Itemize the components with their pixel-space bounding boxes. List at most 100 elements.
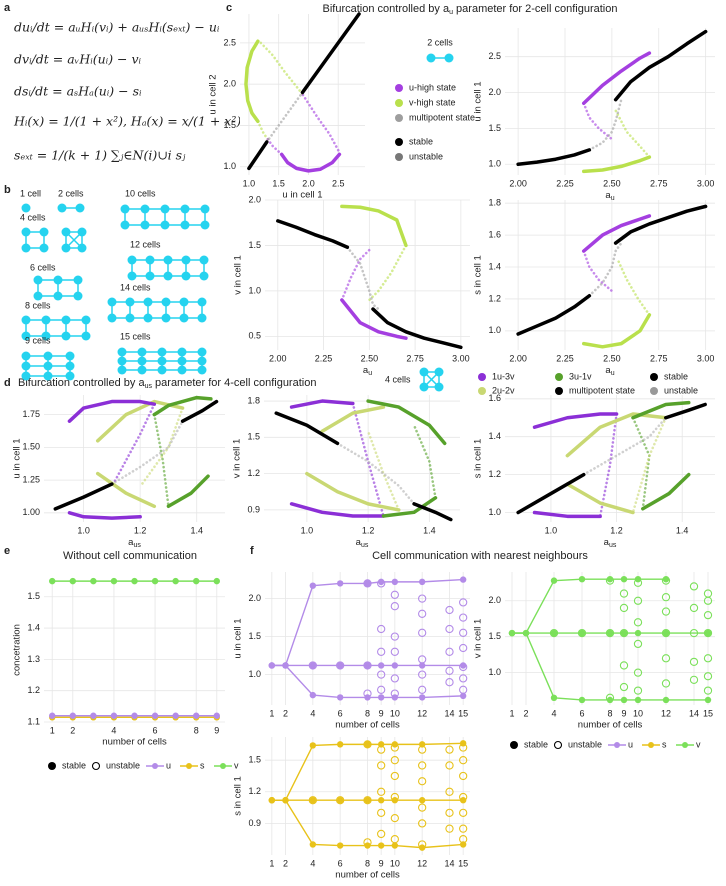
x-axis-label: aus xyxy=(356,537,369,550)
y-tick-label: 1.00 xyxy=(22,507,40,517)
legend-swatch xyxy=(186,763,192,769)
unstable-branch xyxy=(300,91,340,152)
stable-point xyxy=(391,842,399,849)
x-tick-label: 2.25 xyxy=(556,178,574,188)
x-tick-label: 1.2 xyxy=(362,525,375,535)
stable-point xyxy=(459,797,467,804)
cell-network xyxy=(61,227,87,253)
unstable-point xyxy=(459,756,468,765)
x-tick-label: 2.25 xyxy=(556,353,574,363)
unstable-branch xyxy=(110,419,184,486)
unstable-point xyxy=(390,756,399,765)
unstable-point xyxy=(418,761,427,770)
legend-label: s xyxy=(200,760,205,770)
unstable-point xyxy=(689,657,699,667)
stable-point xyxy=(309,691,317,699)
y-tick-label: 1.8 xyxy=(247,395,260,405)
stable-branch xyxy=(247,140,269,171)
stable-branch xyxy=(53,482,114,511)
unstable-point xyxy=(459,628,468,637)
cell-config-label: 2 cells xyxy=(58,188,84,198)
unstable-branch xyxy=(138,406,184,488)
y-axis-label: v in cell 1 xyxy=(233,255,244,295)
stable-point xyxy=(193,712,200,719)
x-tick-label: 2.75 xyxy=(406,353,424,363)
stable-point xyxy=(364,797,371,804)
x-axis-label-part: a xyxy=(363,365,369,376)
cell-node xyxy=(199,271,209,281)
unstable-point xyxy=(445,647,454,656)
cell-node xyxy=(157,356,167,366)
stable-point xyxy=(377,797,385,804)
cell-node xyxy=(43,361,53,371)
y-tick-label: 1.0 xyxy=(488,325,501,335)
y-tick-label: 1.5 xyxy=(248,631,261,641)
unstable-point xyxy=(390,632,399,641)
cell-node xyxy=(61,227,71,237)
panel-title: Bifurcation controlled by aus parameter … xyxy=(18,377,316,390)
stable-branch xyxy=(532,510,602,519)
unstable-point xyxy=(418,777,427,786)
x-tick-label: 1.5 xyxy=(272,178,285,188)
stable-branch xyxy=(67,399,157,423)
unstable-point xyxy=(390,602,399,611)
stable-point xyxy=(131,577,138,585)
y-tick-label: 1.0 xyxy=(223,161,236,171)
cell-node xyxy=(145,271,155,281)
unstable-point xyxy=(445,605,454,615)
cell-node xyxy=(21,351,31,361)
y-axis-label: u in cell 1 xyxy=(233,618,244,658)
stable-point xyxy=(391,694,399,701)
stable-point xyxy=(364,580,371,587)
y-axis-label: concetration xyxy=(12,624,23,676)
stable-branch xyxy=(300,12,361,95)
unstable-point xyxy=(445,824,454,833)
equation: duᵢ/dt = aᵤHᵢ(vᵢ) + aᵤₛHᵢ(sₑₓₜ) − uᵢ xyxy=(14,20,220,35)
stable-point xyxy=(550,577,558,584)
stable-point xyxy=(662,575,670,583)
cell-node xyxy=(117,356,127,366)
unstable-branch xyxy=(110,402,156,488)
stable-branch xyxy=(152,395,213,417)
x-tick-label: 6 xyxy=(579,708,584,718)
unstable-point xyxy=(703,589,713,598)
stable-branch xyxy=(274,411,340,446)
x-axis-label: number of cells xyxy=(335,720,400,731)
stable-branch xyxy=(289,399,355,409)
legend-label: 2u-2v xyxy=(492,385,515,395)
x-tick-label: 1.0 xyxy=(301,525,314,535)
legend-label: u-high state xyxy=(409,82,456,92)
legend-label: s xyxy=(662,739,667,749)
unstable-branch xyxy=(336,442,416,506)
cell-network xyxy=(33,275,83,301)
x-tick-label: 2 xyxy=(70,725,75,735)
unstable-point xyxy=(377,670,386,679)
unstable-point xyxy=(445,761,454,770)
stable-point xyxy=(377,694,385,701)
legend-swatch xyxy=(395,84,403,92)
stable-point xyxy=(110,712,118,719)
stable-point xyxy=(459,740,467,747)
cell-node xyxy=(419,367,429,377)
legend-label: unstable xyxy=(568,739,602,749)
x-axis-label: au xyxy=(605,365,614,378)
unstable-branch xyxy=(582,249,614,293)
cell-node xyxy=(197,365,207,375)
cell-config-label: 9 cells xyxy=(25,335,51,345)
stable-point xyxy=(336,797,344,804)
unstable-point xyxy=(459,674,468,683)
x-tick-label: 2.25 xyxy=(315,353,333,363)
cell-node xyxy=(434,382,444,392)
stable-point xyxy=(550,629,558,637)
y-tick-label: 1.75 xyxy=(22,409,40,419)
unstable-branch xyxy=(351,402,385,518)
unstable-branch xyxy=(412,423,437,500)
stable-point xyxy=(418,844,426,851)
legend-label: stable xyxy=(664,371,688,381)
stable-branch xyxy=(180,399,219,423)
panel-title-part: parameter for 2-cell configuration xyxy=(453,3,617,15)
x-axis-label: number of cells xyxy=(578,720,643,731)
y-axis-label: v in cell 1 xyxy=(232,439,243,479)
x-tick-label: 4 xyxy=(310,708,315,718)
unstable-point xyxy=(418,609,427,618)
